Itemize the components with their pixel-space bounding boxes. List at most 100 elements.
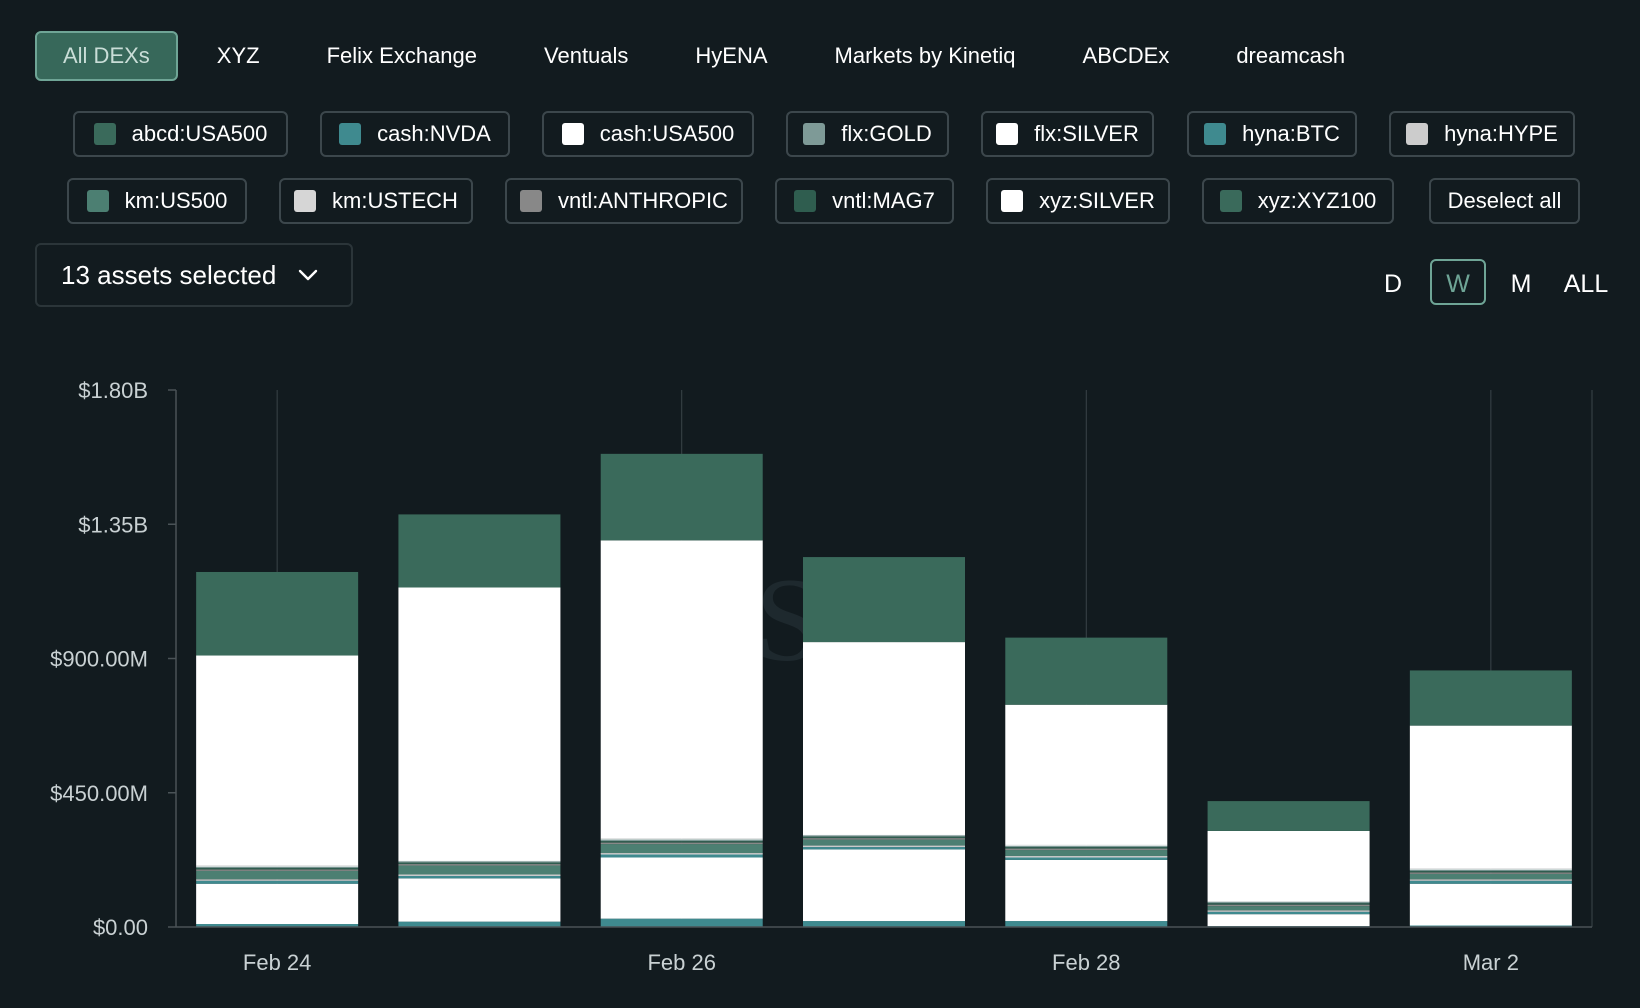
dex-tab-felix-exchange[interactable]: Felix Exchange xyxy=(326,43,478,68)
bar-segment-vntl-mag7 xyxy=(1005,847,1168,849)
bar-segment-flx-gold xyxy=(196,866,359,868)
color-swatch xyxy=(93,123,116,145)
bar-segment-flx-gold xyxy=(1409,869,1572,871)
asset-chip-hyna-hype[interactable]: hyna:HYPE xyxy=(1389,111,1575,157)
chart-bars xyxy=(196,453,1572,927)
asset-chip-km-ustech[interactable]: km:USTECH xyxy=(279,178,473,224)
color-swatch xyxy=(794,190,817,212)
dex-tab-ventuals[interactable]: Ventuals xyxy=(544,43,629,68)
bar-segment-vntl-anthropic xyxy=(600,842,763,845)
bar-segment-km-ustech xyxy=(1005,856,1168,858)
dex-tab-hyena[interactable]: HyENA xyxy=(695,43,768,68)
asset-chip-abcd-usa500[interactable]: abcd:USA500 xyxy=(73,111,288,157)
bar-segment-km-us500 xyxy=(398,865,561,875)
color-swatch xyxy=(996,123,1019,145)
bar-segment-flx-silver xyxy=(1005,844,1168,846)
bar-segment-km-us500 xyxy=(1409,873,1572,880)
bar-segment-xyz-xyz100 xyxy=(1207,801,1370,831)
asset-chip-label: flx:GOLD xyxy=(841,121,932,146)
chevron-down-icon xyxy=(298,268,318,282)
bar-segment-vntl-anthropic xyxy=(1409,872,1572,874)
bar-segment-hyna-hype xyxy=(1207,910,1370,912)
asset-chip-label: vntl:ANTHROPIC xyxy=(558,188,728,213)
asset-chip-label: vntl:MAG7 xyxy=(832,188,935,213)
bar-segment-flx-gold xyxy=(398,861,561,863)
asset-chip-label: cash:NVDA xyxy=(377,121,491,146)
y-tick-label: $1.35B xyxy=(78,512,148,537)
volume-chart: SN $0.00$450.00M$900.00M$1.35B$1.80BFeb … xyxy=(50,378,1593,975)
bar-segment-xyz-xyz100 xyxy=(196,571,359,656)
bar-segment-km-us500 xyxy=(600,844,763,854)
bar-segment-hyna-btc xyxy=(1005,921,1168,927)
dex-tab-all-dexs[interactable]: All DEXs xyxy=(35,31,178,81)
bar-segment-vntl-mag7 xyxy=(1207,903,1370,905)
y-tick-label: $0.00 xyxy=(93,915,148,940)
y-tick-label: $1.80B xyxy=(78,378,148,403)
bar-segment-flx-silver xyxy=(398,860,561,862)
range-tab-d[interactable]: D xyxy=(1383,270,1403,298)
color-swatch xyxy=(803,123,826,145)
dex-tab-markets-by-kinetiq[interactable]: Markets by Kinetiq xyxy=(834,43,1016,68)
bar-segment-vntl-mag7 xyxy=(196,867,359,870)
bar-segment-km-ustech xyxy=(196,879,359,881)
bar-segment-vntl-mag7 xyxy=(600,841,763,843)
bar-segment-xyz-xyz100 xyxy=(803,557,965,643)
range-tab-m[interactable]: M xyxy=(1510,270,1532,298)
bar-segment-hyna-hype xyxy=(600,853,763,854)
bar-segment-km-us500 xyxy=(1005,850,1168,856)
color-swatch xyxy=(1001,190,1024,212)
bar-segment-km-ustech xyxy=(1409,879,1572,881)
asset-chip-xyz-silver[interactable]: xyz:SILVER xyxy=(986,178,1170,224)
bar-segment-vntl-anthropic xyxy=(1207,904,1370,907)
bar-segment-hyna-hype xyxy=(196,879,359,881)
asset-chip-flx-silver[interactable]: flx:SILVER xyxy=(981,111,1154,157)
asset-chip-cash-nvda[interactable]: cash:NVDA xyxy=(320,111,510,157)
asset-chip-label: abcd:USA500 xyxy=(131,121,268,146)
x-tick-label: Mar 2 xyxy=(1463,950,1519,975)
bar-segment-hyna-hype xyxy=(398,874,561,876)
asset-chip-label: flx:SILVER xyxy=(1034,121,1139,146)
asset-select-dropdown[interactable]: 13 assets selected xyxy=(35,243,353,307)
bar-segment-km-ustech xyxy=(398,875,561,876)
dex-tab-abcdex[interactable]: ABCDEx xyxy=(1082,43,1170,68)
bar-segment-vntl-anthropic xyxy=(398,864,561,866)
dex-tab-xyz[interactable]: XYZ xyxy=(216,43,260,68)
bar-stack-feb-27 xyxy=(803,557,965,927)
bar-segment-cash-usa500 xyxy=(398,878,561,922)
asset-chip-label: km:USTECH xyxy=(332,188,458,213)
asset-chip-flx-gold[interactable]: flx:GOLD xyxy=(786,111,949,157)
y-tick-label: $900.00M xyxy=(50,647,148,672)
bar-segment-km-ustech xyxy=(803,846,965,848)
range-tab-w[interactable]: W xyxy=(1430,259,1486,305)
asset-chip-vntl-anthropic[interactable]: vntl:ANTHROPIC xyxy=(505,178,743,224)
bar-segment-km-us500 xyxy=(803,839,965,846)
bar-stack-mar-1 xyxy=(1207,801,1370,927)
deselect-all-button[interactable]: Deselect all xyxy=(1429,178,1580,224)
asset-chip-vntl-mag7[interactable]: vntl:MAG7 xyxy=(775,178,954,224)
range-tab-all[interactable]: ALL xyxy=(1563,270,1609,298)
asset-chip-xyz-xyz100[interactable]: xyz:XYZ100 xyxy=(1202,178,1394,224)
bar-segment-flx-silver xyxy=(196,865,359,867)
bar-segment-km-us500 xyxy=(1207,906,1370,911)
bar-segment-cash-nvda xyxy=(803,847,965,850)
asset-chip-label: xyz:SILVER xyxy=(1039,188,1155,213)
bar-segment-vntl-anthropic xyxy=(196,869,359,871)
bar-segment-flx-gold xyxy=(803,835,965,837)
asset-chip-hyna-btc[interactable]: hyna:BTC xyxy=(1187,111,1357,157)
bar-segment-hyna-btc xyxy=(600,918,763,927)
bar-segment-xyz-xyz100 xyxy=(1005,637,1168,705)
asset-chip-km-us500[interactable]: km:US500 xyxy=(67,178,247,224)
bar-segment-cash-usa500 xyxy=(600,857,763,919)
bar-segment-km-ustech xyxy=(600,853,763,855)
bar-segment-cash-usa500 xyxy=(1005,859,1168,922)
bar-segment-vntl-mag7 xyxy=(803,836,965,839)
bar-segment-cash-usa500 xyxy=(1409,883,1572,926)
bar-segment-xyz-silver xyxy=(1207,830,1370,902)
bar-segment-flx-silver xyxy=(1409,868,1572,870)
dex-tab-dreamcash[interactable]: dreamcash xyxy=(1236,43,1346,68)
asset-chip-label: km:US500 xyxy=(124,188,228,213)
asset-chip-cash-usa500[interactable]: cash:USA500 xyxy=(542,111,754,157)
y-tick-label: $450.00M xyxy=(50,781,148,806)
bar-segment-xyz-xyz100 xyxy=(600,453,763,541)
bar-segment-cash-nvda xyxy=(196,880,359,884)
